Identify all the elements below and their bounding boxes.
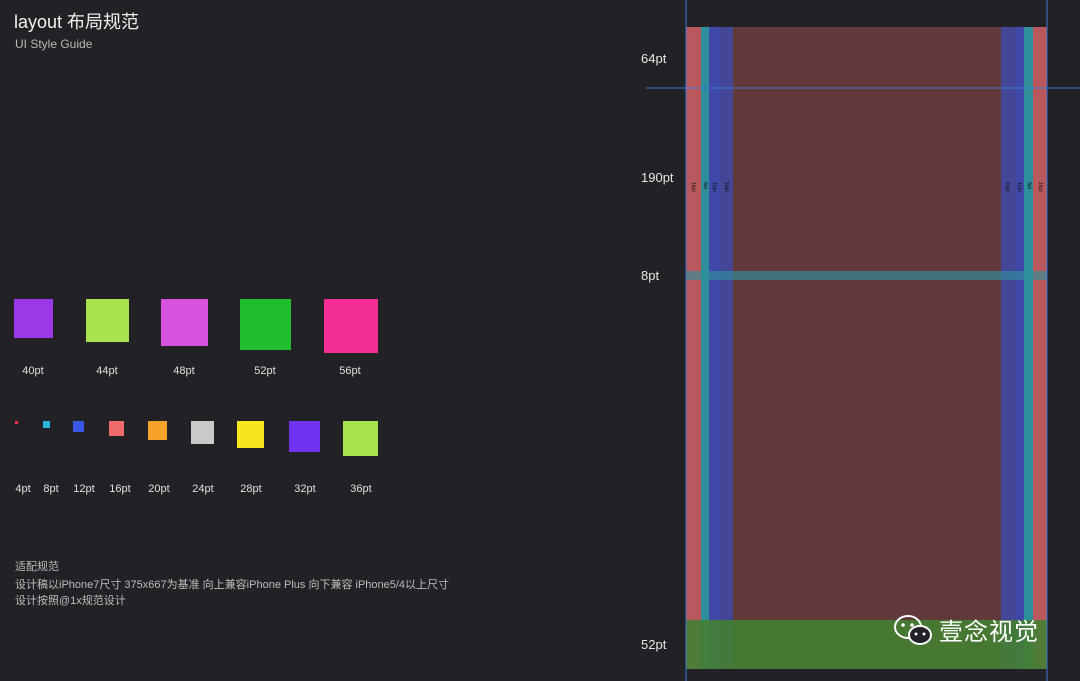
swatch-label: 56pt [339, 365, 361, 377]
swatch-4pt [15, 421, 18, 424]
swatch-28pt [237, 421, 264, 448]
tabbar-band [686, 620, 1047, 669]
swatch-label: 32pt [294, 483, 316, 495]
wechat-icon [894, 614, 932, 645]
right-margin-8pt [1024, 27, 1033, 669]
swatch-label: 12pt [73, 483, 95, 495]
height-label-navbar: 64pt [641, 51, 667, 66]
notes-line-2: 设计按照@1x规范设计 [15, 595, 126, 607]
notes-heading: 适配规范 [15, 561, 59, 573]
swatch-label: 28pt [240, 483, 262, 495]
right-margin-16pt [1001, 27, 1016, 669]
margin-label: 8pt [1026, 182, 1032, 189]
swatch-48pt [161, 299, 208, 346]
page-subtitle: UI Style Guide [15, 37, 93, 51]
swatch-label: 20pt [148, 483, 170, 495]
margin-label: 12pt [1016, 182, 1022, 192]
swatch-40pt [14, 299, 53, 338]
swatch-label: 48pt [173, 365, 195, 377]
swatch-label: 8pt [43, 483, 59, 495]
margin-label: 16pt [1004, 182, 1010, 192]
notes-line-1: 设计稿以iPhone7尺寸 375x667为基准 向上兼容iPhone Plus… [15, 579, 450, 591]
left-margin-8pt [701, 27, 709, 669]
swatch-36pt [343, 421, 378, 456]
height-label-tabbar: 52pt [641, 637, 667, 652]
right-margin-outer-16pt [1033, 27, 1047, 669]
height-label-content: 190pt [641, 170, 674, 185]
swatch-52pt [240, 299, 291, 350]
watermark-text: 壹念视觉 [939, 619, 1039, 646]
left-margin-inner-16pt [720, 27, 733, 669]
swatch-label: 4pt [15, 483, 31, 495]
swatch-label: 40pt [22, 365, 44, 377]
swatch-label: 24pt [192, 483, 214, 495]
swatch-56pt [324, 299, 378, 353]
left-margin-12pt [709, 27, 720, 669]
swatch-44pt [86, 299, 129, 342]
page-title: layout 布局规范 [14, 12, 140, 32]
swatch-label: 44pt [96, 365, 118, 377]
swatch-12pt [73, 421, 84, 432]
margin-label: 12pt [711, 182, 717, 192]
margin-label: 16pt [690, 182, 696, 192]
swatch-24pt [191, 421, 214, 444]
margin-label: 8pt [702, 182, 708, 189]
left-margin-16pt [686, 27, 701, 669]
watermark: 壹念视觉 [893, 612, 1039, 647]
swatch-label: 52pt [254, 365, 276, 377]
gap-band [686, 271, 1047, 280]
swatch-16pt [109, 421, 124, 436]
height-label-gap: 8pt [641, 268, 660, 283]
swatch-20pt [148, 421, 167, 440]
margin-label: 16pt [723, 182, 729, 192]
phone-body [686, 27, 1047, 669]
right-margin-12pt [1016, 27, 1024, 669]
swatch-32pt [289, 421, 320, 452]
swatch-label: 16pt [109, 483, 131, 495]
swatch-label: 36pt [350, 483, 372, 495]
swatch-8pt [43, 421, 50, 428]
margin-label: 16pt [1037, 182, 1043, 192]
